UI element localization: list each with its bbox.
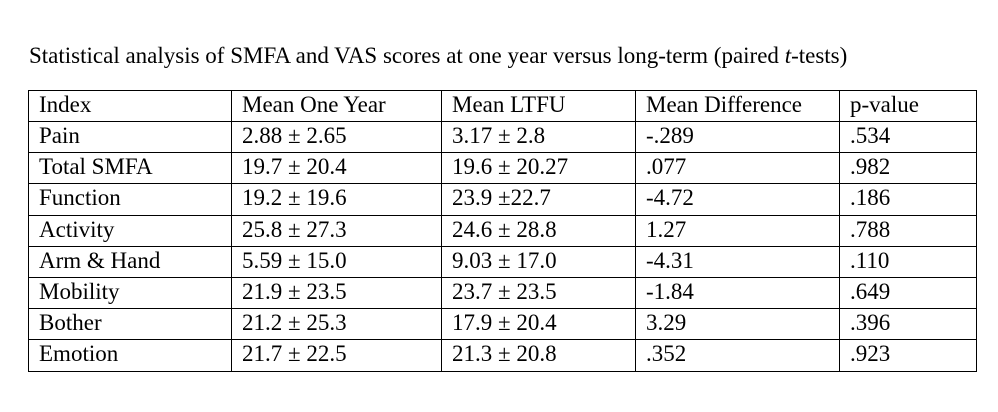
- cell-index: Activity: [28, 214, 232, 247]
- cell-mean-one-year: 21.9 ± 23.5: [231, 276, 442, 310]
- cell-p-value: .186: [839, 183, 977, 216]
- header-p-value: p-value: [839, 90, 977, 122]
- cell-mean-ltfu: 21.3 ± 20.8: [441, 339, 636, 372]
- caption-text-end: -tests): [791, 43, 848, 68]
- header-mean-difference: Mean Difference: [635, 90, 840, 122]
- cell-index: Mobility: [28, 276, 232, 310]
- table-row: Bother 21.2 ± 25.3 17.9 ± 20.4 3.29 .396: [28, 308, 977, 341]
- statistics-table: Index Mean One Year Mean LTFU Mean Diffe…: [28, 90, 977, 372]
- header-row: Index Mean One Year Mean LTFU Mean Diffe…: [28, 90, 977, 122]
- cell-mean-difference: -.289: [635, 120, 840, 154]
- cell-p-value: .649: [839, 276, 977, 310]
- cell-p-value: .534: [839, 120, 977, 154]
- cell-mean-one-year: 21.7 ± 22.5: [231, 339, 442, 372]
- cell-p-value: .396: [839, 308, 977, 341]
- table-row: Pain 2.88 ± 2.65 3.17 ± 2.8 -.289 .534: [28, 120, 977, 154]
- cell-mean-one-year: 5.59 ± 15.0: [231, 245, 442, 278]
- cell-mean-ltfu: 3.17 ± 2.8: [441, 120, 636, 154]
- table-row: Emotion 21.7 ± 22.5 21.3 ± 20.8 .352 .92…: [28, 339, 977, 372]
- caption-italic-t: t: [784, 43, 792, 68]
- cell-mean-difference: -4.72: [635, 183, 840, 216]
- cell-index: Pain: [28, 120, 232, 154]
- cell-mean-difference: 3.29: [635, 308, 840, 341]
- cell-mean-one-year: 2.88 ± 2.65: [231, 120, 442, 154]
- cell-mean-ltfu: 17.9 ± 20.4: [441, 308, 636, 341]
- cell-index: Bother: [28, 308, 232, 341]
- cell-mean-difference: 1.27: [635, 214, 840, 247]
- cell-mean-ltfu: 24.6 ± 28.8: [441, 214, 636, 247]
- cell-mean-ltfu: 23.7 ± 23.5: [441, 276, 636, 310]
- cell-mean-one-year: 19.2 ± 19.6: [231, 183, 442, 216]
- table-caption: Statistical analysis of SMFA and VAS sco…: [29, 41, 847, 71]
- cell-mean-difference: .352: [635, 339, 840, 372]
- table-row: Arm & Hand 5.59 ± 15.0 9.03 ± 17.0 -4.31…: [28, 245, 977, 278]
- cell-mean-ltfu: 9.03 ± 17.0: [441, 245, 636, 278]
- cell-p-value: .982: [839, 152, 977, 185]
- header-mean-one-year: Mean One Year: [231, 90, 442, 122]
- cell-mean-difference: -4.31: [635, 245, 840, 278]
- cell-p-value: .923: [839, 339, 977, 372]
- cell-mean-one-year: 21.2 ± 25.3: [231, 308, 442, 341]
- table-row: Mobility 21.9 ± 23.5 23.7 ± 23.5 -1.84 .…: [28, 276, 977, 310]
- cell-p-value: .788: [839, 214, 977, 247]
- table-row: Activity 25.8 ± 27.3 24.6 ± 28.8 1.27 .7…: [28, 214, 977, 247]
- table-row: Function 19.2 ± 19.6 23.9 ±22.7 -4.72 .1…: [28, 183, 977, 216]
- cell-mean-ltfu: 23.9 ±22.7: [441, 183, 636, 216]
- cell-mean-one-year: 19.7 ± 20.4: [231, 152, 442, 185]
- cell-p-value: .110: [839, 245, 977, 278]
- cell-mean-ltfu: 19.6 ± 20.27: [441, 152, 636, 185]
- cell-index: Arm & Hand: [28, 245, 232, 278]
- cell-mean-one-year: 25.8 ± 27.3: [231, 214, 442, 247]
- cell-index: Total SMFA: [28, 152, 232, 185]
- cell-mean-difference: -1.84: [635, 276, 840, 310]
- header-mean-ltfu: Mean LTFU: [441, 90, 636, 122]
- caption-text: Statistical analysis of SMFA and VAS sco…: [29, 43, 785, 68]
- table-row: Total SMFA 19.7 ± 20.4 19.6 ± 20.27 .077…: [28, 152, 977, 185]
- cell-index: Function: [28, 183, 232, 216]
- cell-index: Emotion: [28, 339, 232, 372]
- cell-mean-difference: .077: [635, 152, 840, 185]
- header-index: Index: [28, 90, 232, 122]
